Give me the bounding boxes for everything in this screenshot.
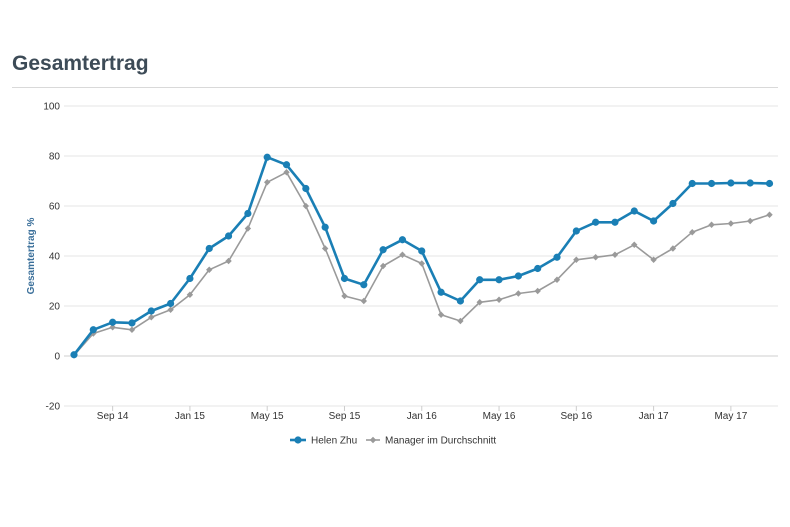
data-point-manager-durchschnitt (457, 317, 464, 325)
data-point-manager-durchschnitt (225, 257, 232, 265)
data-point-helen-zhu (746, 179, 754, 187)
data-point-helen-zhu (205, 244, 213, 253)
data-point-manager-durchschnitt (399, 251, 406, 258)
legend-label-helen-zhu: Helen Zhu (311, 436, 357, 447)
data-point-helen-zhu (611, 218, 619, 226)
data-point-manager-durchschnitt (747, 217, 754, 225)
data-point-manager-durchschnitt (592, 254, 599, 261)
data-point-helen-zhu (707, 179, 716, 188)
data-point-helen-zhu (263, 153, 271, 161)
data-point-helen-zhu (128, 319, 136, 327)
data-point-helen-zhu (727, 179, 735, 187)
y-tick-label: 60 (49, 202, 61, 213)
x-tick-label: May 16 (483, 411, 516, 422)
data-point-helen-zhu (186, 274, 194, 283)
data-point-manager-durchschnitt (534, 287, 541, 295)
x-tick-label: May 15 (251, 411, 284, 422)
data-point-manager-durchschnitt (244, 225, 252, 232)
data-point-manager-durchschnitt (669, 245, 677, 252)
data-point-manager-durchschnitt (302, 202, 310, 210)
data-point-helen-zhu (302, 184, 310, 193)
data-point-helen-zhu (765, 179, 774, 188)
data-point-helen-zhu (147, 307, 155, 315)
data-point-helen-zhu (592, 218, 600, 226)
data-point-helen-zhu (109, 318, 117, 326)
data-point-helen-zhu (456, 297, 464, 305)
data-point-helen-zhu (167, 299, 175, 308)
data-point-helen-zhu (476, 276, 484, 284)
data-point-helen-zhu (89, 326, 97, 334)
title-divider (12, 87, 778, 88)
data-point-manager-durchschnitt (553, 276, 561, 283)
data-point-helen-zhu (553, 253, 561, 261)
data-point-helen-zhu (437, 288, 445, 296)
data-point-helen-zhu (534, 264, 542, 273)
data-point-manager-durchschnitt (495, 296, 503, 303)
legend-label-manager-durchschnitt: Manager im Durchschnitt (385, 436, 496, 447)
data-point-helen-zhu (630, 207, 638, 215)
data-point-manager-durchschnitt (186, 291, 194, 298)
data-point-helen-zhu (418, 247, 426, 255)
legend-marker-manager-durchschnitt (369, 436, 377, 444)
x-tick-label: Jan 17 (639, 411, 669, 422)
y-tick-label: 100 (43, 102, 60, 113)
data-point-manager-durchschnitt (573, 256, 580, 263)
data-point-manager-durchschnitt (360, 297, 367, 305)
data-point-manager-durchschnitt (515, 290, 522, 297)
x-tick-label: Jan 16 (407, 411, 437, 422)
data-point-helen-zhu (495, 276, 503, 284)
data-point-manager-durchschnitt (650, 256, 657, 263)
data-point-manager-durchschnitt (379, 262, 387, 270)
data-point-helen-zhu (321, 223, 329, 231)
y-tick-label: 20 (49, 302, 61, 313)
data-point-manager-durchschnitt (206, 266, 213, 273)
data-point-helen-zhu (70, 351, 78, 359)
data-point-manager-durchschnitt (283, 169, 290, 176)
x-tick-label: May 17 (714, 411, 747, 422)
data-point-manager-durchschnitt (128, 326, 136, 333)
data-point-manager-durchschnitt (727, 220, 735, 227)
data-point-helen-zhu (244, 209, 252, 218)
data-point-helen-zhu (688, 179, 696, 188)
x-tick-label: Sep 14 (97, 411, 129, 422)
data-point-manager-durchschnitt (611, 251, 619, 258)
y-tick-label: -20 (46, 402, 61, 413)
data-point-helen-zhu (224, 232, 233, 240)
data-point-helen-zhu (398, 236, 407, 244)
legend-marker-helen-zhu (294, 436, 302, 444)
x-tick-label: Sep 16 (560, 411, 592, 422)
data-point-manager-durchschnitt (148, 314, 155, 321)
y-axis-label: Gesamtertrag % (26, 218, 37, 295)
data-point-helen-zhu (282, 161, 291, 169)
data-point-manager-durchschnitt (437, 311, 445, 318)
data-point-manager-durchschnitt (418, 260, 425, 267)
data-point-manager-durchschnitt (708, 221, 715, 228)
data-point-helen-zhu (650, 217, 658, 225)
y-tick-label: 0 (54, 352, 60, 363)
data-point-manager-durchschnitt (341, 292, 348, 300)
y-tick-label: 80 (49, 152, 61, 163)
data-point-manager-durchschnitt (167, 306, 174, 313)
data-point-manager-durchschnitt (109, 324, 116, 331)
data-point-helen-zhu (572, 227, 580, 235)
x-tick-label: Jan 15 (175, 411, 205, 422)
data-point-helen-zhu (669, 199, 677, 208)
data-point-helen-zhu (514, 272, 522, 280)
data-point-manager-durchschnitt (321, 245, 329, 252)
data-point-manager-durchschnitt (631, 241, 638, 248)
data-point-helen-zhu (340, 274, 349, 283)
x-tick-label: Sep 15 (329, 411, 361, 422)
chart-title: Gesamtertrag (12, 52, 149, 75)
data-point-manager-durchschnitt (476, 299, 483, 306)
data-point-manager-durchschnitt (766, 211, 773, 218)
data-point-helen-zhu (360, 281, 368, 289)
data-point-manager-durchschnitt (689, 229, 696, 236)
data-point-manager-durchschnitt (264, 179, 271, 186)
y-tick-label: 40 (49, 252, 61, 263)
data-point-helen-zhu (379, 246, 387, 254)
